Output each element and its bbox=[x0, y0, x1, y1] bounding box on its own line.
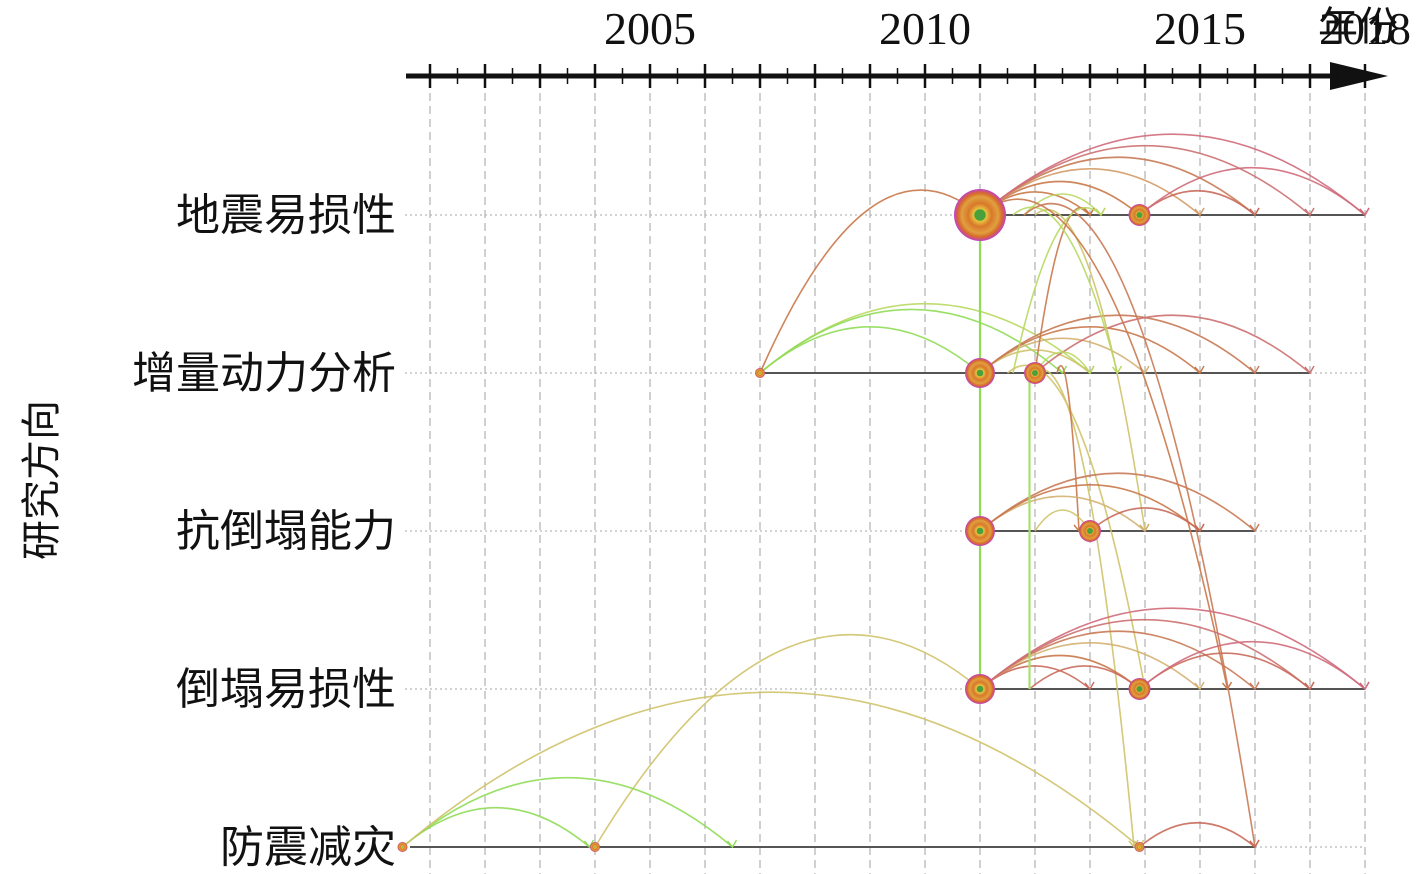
year-tick-label: 2005 bbox=[604, 3, 696, 54]
arc-arrowhead bbox=[1249, 839, 1260, 849]
row-label: 倒塌易损性 bbox=[176, 664, 396, 715]
vertical-gridlines bbox=[429, 80, 1366, 874]
arc-arrowhead bbox=[1304, 681, 1315, 691]
row-label: 抗倒塌能力 bbox=[176, 506, 396, 557]
arc-arrowhead bbox=[726, 839, 738, 849]
arc-arrowhead bbox=[1194, 681, 1205, 691]
cluster-node bbox=[755, 368, 765, 378]
cluster-node bbox=[954, 189, 1006, 241]
arc-arrowhead bbox=[1128, 839, 1139, 849]
node-core bbox=[976, 685, 984, 693]
arc-arrowhead bbox=[1249, 207, 1260, 217]
citation-arc bbox=[1138, 821, 1256, 848]
year-tick-label: 2015 bbox=[1154, 3, 1246, 54]
cluster-node bbox=[965, 674, 995, 704]
node-ring bbox=[397, 842, 408, 852]
row-lines bbox=[405, 214, 1365, 848]
arc-arrowhead bbox=[1111, 365, 1123, 375]
node-ring bbox=[590, 842, 600, 852]
cluster-node bbox=[1134, 842, 1145, 852]
node-core bbox=[1136, 212, 1143, 218]
citation-arc bbox=[1028, 665, 1141, 690]
citation-arc bbox=[979, 198, 1229, 690]
citation-arc bbox=[1006, 364, 1146, 690]
row-label: 防震减灾 bbox=[220, 822, 396, 873]
node-core bbox=[1087, 528, 1093, 534]
citation-arc bbox=[401, 776, 734, 848]
citation-arc bbox=[1012, 206, 1102, 374]
arc-arrowhead bbox=[1249, 365, 1260, 375]
arc-arrowhead bbox=[1139, 523, 1150, 533]
year-tick-label: 2018 bbox=[1319, 3, 1411, 54]
cluster-node bbox=[1024, 362, 1046, 384]
citation-arc bbox=[759, 308, 1064, 374]
citation-links bbox=[401, 133, 1370, 849]
cluster-node bbox=[965, 516, 995, 546]
cluster-node bbox=[590, 842, 600, 852]
cluster-node bbox=[1128, 678, 1151, 700]
arc-arrowhead bbox=[1249, 681, 1260, 691]
citation-arc bbox=[1012, 206, 1119, 374]
x-axis: 2005 2010 2015 2018 bbox=[406, 3, 1411, 90]
row-label: 地震易损性 bbox=[176, 190, 396, 241]
citation-arc bbox=[1138, 167, 1366, 216]
arc-arrowhead bbox=[1304, 207, 1315, 217]
citation-arc bbox=[979, 495, 1146, 532]
citation-arc bbox=[401, 806, 591, 848]
arc-arrowhead bbox=[1304, 365, 1315, 375]
arc-arrowhead bbox=[1249, 523, 1260, 533]
x-axis-arrow-icon bbox=[1330, 62, 1388, 90]
arc-arrowhead bbox=[1194, 523, 1205, 533]
node-ring bbox=[1134, 842, 1145, 852]
row-label: 增量动力分析 bbox=[132, 348, 396, 399]
citation-arc bbox=[1138, 641, 1366, 690]
arc-arrowhead bbox=[1359, 207, 1370, 217]
citation-arc bbox=[979, 133, 1366, 216]
arc-arrowhead bbox=[1194, 207, 1205, 217]
cluster-nodes bbox=[397, 189, 1151, 852]
node-core bbox=[976, 527, 984, 535]
citation-arc bbox=[1034, 314, 1311, 374]
y-axis-title: 研究方向 bbox=[19, 400, 65, 560]
citation-arc bbox=[979, 472, 1256, 532]
node-core bbox=[1032, 370, 1038, 376]
cluster-node bbox=[1128, 204, 1151, 226]
citation-arc bbox=[979, 630, 1256, 690]
cluster-node bbox=[397, 842, 408, 852]
citation-arc bbox=[1089, 507, 1201, 532]
citation-arc bbox=[594, 633, 981, 848]
citation-arc bbox=[1023, 202, 1256, 848]
arc-arrowhead bbox=[1084, 681, 1095, 691]
citation-arc bbox=[759, 189, 981, 374]
arc-arrowhead bbox=[1095, 207, 1106, 217]
citation-arc bbox=[979, 314, 1256, 374]
arc-arrowhead bbox=[1194, 365, 1205, 375]
citation-arc bbox=[979, 654, 1141, 690]
node-core bbox=[976, 369, 984, 377]
cluster-node bbox=[965, 358, 995, 388]
node-core bbox=[1136, 686, 1143, 692]
arc-arrowhead bbox=[1359, 681, 1370, 691]
citation-arc bbox=[1034, 369, 1135, 848]
arc-arrowhead bbox=[583, 839, 595, 849]
citation-arc bbox=[401, 691, 1141, 848]
x-axis-title: 年份 bbox=[1318, 4, 1398, 50]
citation-arc bbox=[979, 607, 1366, 690]
citation-arc bbox=[979, 156, 1256, 216]
arc-arrowhead bbox=[1084, 207, 1095, 217]
arc-arrowhead bbox=[1056, 365, 1068, 375]
cluster-node bbox=[1079, 520, 1101, 542]
citation-arc bbox=[1034, 207, 1091, 374]
arc-arrowhead bbox=[1084, 365, 1095, 375]
node-ring bbox=[755, 368, 765, 378]
citation-arc bbox=[1056, 365, 1080, 532]
node-core bbox=[974, 209, 986, 221]
year-tick-label: 2010 bbox=[879, 3, 971, 54]
